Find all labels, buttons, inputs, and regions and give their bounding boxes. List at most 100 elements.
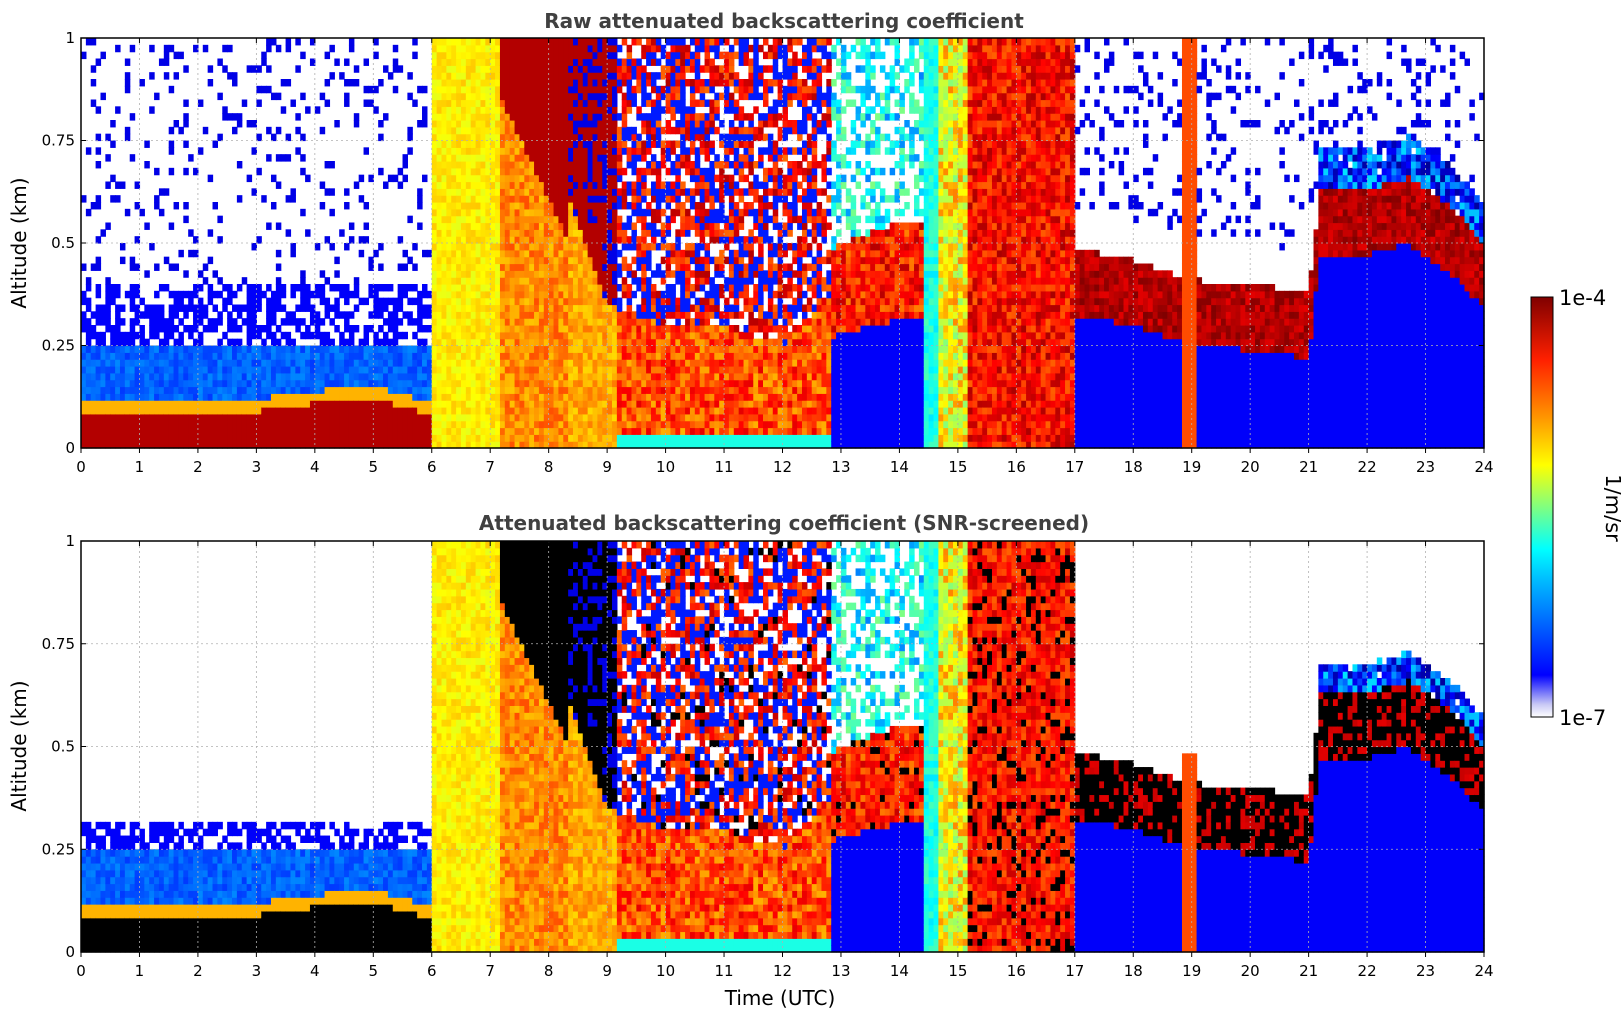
heatmap-cell: [626, 284, 633, 292]
heatmap-cell: [105, 407, 111, 415]
heatmap-cell: [573, 379, 579, 388]
heatmap-cell: [241, 427, 248, 435]
heatmap-cell: [650, 413, 657, 422]
heatmap-cell: [509, 366, 516, 374]
heatmap-cell: [280, 284, 287, 292]
heatmap-cell: [582, 92, 589, 101]
heatmap-cell: [436, 147, 443, 155]
heatmap-cell: [465, 318, 472, 326]
heatmap-cell: [490, 407, 496, 415]
heatmap-cell: [339, 352, 345, 360]
heatmap-cell: [402, 331, 408, 340]
heatmap-cell: [612, 413, 618, 422]
heatmap-cell: [319, 290, 326, 299]
heatmap-cell: [665, 92, 672, 101]
heatmap-cell: [631, 154, 637, 162]
heatmap-cell: [232, 290, 238, 299]
heatmap-cell: [685, 58, 691, 66]
heatmap-cell: [163, 345, 170, 353]
heatmap-cell: [339, 400, 345, 408]
heatmap-cell: [368, 359, 374, 367]
heatmap-cell: [465, 161, 472, 169]
heatmap-cell: [197, 379, 204, 388]
heatmap-cell: [646, 290, 652, 299]
heatmap-cell: [188, 441, 194, 449]
heatmap-cell: [587, 297, 594, 306]
heatmap-cell: [694, 99, 701, 107]
heatmap-cell: [100, 338, 106, 347]
heatmap-cell: [329, 420, 335, 429]
heatmap-cell: [373, 284, 379, 292]
heatmap-cell: [368, 290, 374, 299]
heatmap-cell: [446, 420, 452, 429]
heatmap-cell: [582, 311, 589, 319]
heatmap-cell: [577, 65, 584, 73]
heatmap-cell: [568, 263, 574, 271]
heatmap-cell: [412, 263, 418, 271]
heatmap-cell: [334, 400, 340, 408]
heatmap-cell: [553, 140, 560, 148]
heatmap-cell: [485, 352, 491, 360]
heatmap-cell: [597, 167, 603, 176]
heatmap-cell: [538, 427, 545, 435]
heatmap-cell: [183, 304, 189, 312]
heatmap-cell: [95, 58, 102, 66]
heatmap-cell: [324, 297, 331, 306]
heatmap-cell: [115, 441, 121, 449]
heatmap-cell: [485, 400, 491, 408]
heatmap-cell: [441, 372, 447, 381]
heatmap-cell: [300, 331, 306, 340]
heatmap-cell: [446, 154, 452, 162]
heatmap-cell: [144, 413, 150, 422]
heatmap-cell: [119, 420, 126, 429]
heatmap-cell: [266, 413, 272, 422]
heatmap-cell: [616, 372, 623, 381]
heatmap-cell: [626, 72, 633, 80]
heatmap-cell: [212, 345, 218, 353]
heatmap-cell: [139, 420, 145, 429]
heatmap-cell: [422, 379, 428, 388]
heatmap-cell: [553, 263, 560, 271]
heatmap-cell: [319, 441, 326, 449]
heatmap-cell: [105, 181, 111, 189]
heatmap-cell: [373, 331, 379, 340]
heatmap-cell: [397, 372, 404, 381]
heatmap-cell: [514, 147, 521, 155]
heatmap-cell: [324, 393, 331, 401]
heatmap-cell: [650, 79, 657, 87]
heatmap-cell: [685, 229, 691, 237]
heatmap-cell: [236, 407, 243, 415]
heatmap-cell: [538, 366, 545, 374]
heatmap-cell: [465, 44, 472, 53]
heatmap-cell: [495, 99, 501, 107]
heatmap-cell: [514, 311, 521, 319]
heatmap-cell: [582, 345, 589, 353]
heatmap-cell: [524, 195, 530, 203]
heatmap-cell: [529, 215, 535, 224]
heatmap-cell: [699, 434, 706, 442]
heatmap-cell: [524, 277, 530, 285]
heatmap-cell: [451, 65, 457, 73]
heatmap-cell: [129, 318, 136, 326]
heatmap-cell: [626, 290, 633, 299]
heatmap-cell: [655, 174, 662, 183]
heatmap-cell: [646, 202, 652, 210]
heatmap-cell: [495, 297, 501, 306]
heatmap-cell: [490, 140, 496, 148]
heatmap-cell: [407, 372, 413, 381]
heatmap-cell: [368, 393, 374, 401]
heatmap-cell: [319, 407, 326, 415]
heatmap-cell: [363, 434, 370, 442]
heatmap-cell: [558, 202, 564, 210]
heatmap-cell: [553, 174, 560, 183]
heatmap-cell: [270, 413, 277, 422]
heatmap-cell: [353, 65, 360, 73]
heatmap-cell: [499, 113, 506, 121]
heatmap-cell: [538, 65, 545, 73]
heatmap-cell: [694, 58, 701, 66]
heatmap-cell: [139, 379, 145, 388]
heatmap-cell: [504, 181, 511, 189]
heatmap-cell: [256, 133, 262, 142]
heatmap-cell: [499, 188, 506, 196]
heatmap-cell: [655, 359, 662, 367]
